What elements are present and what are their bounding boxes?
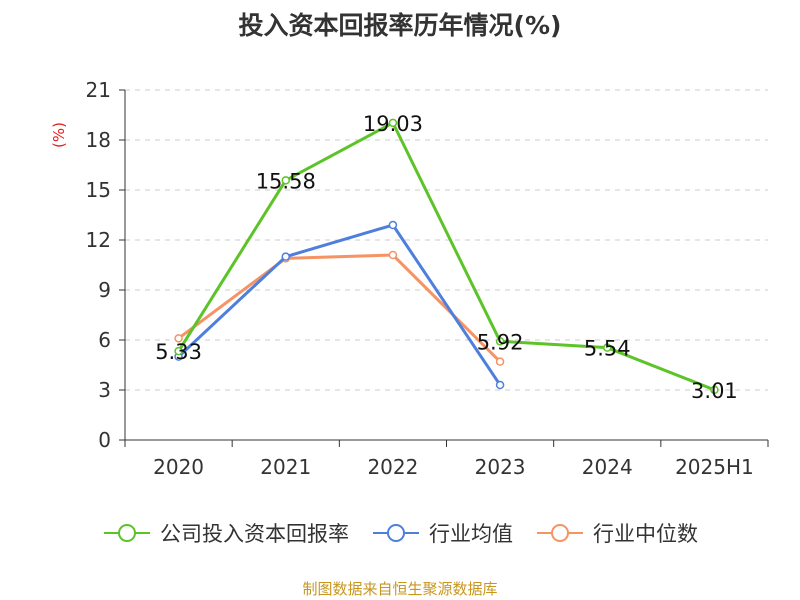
line-chart: 0 3 6 9 12 15 18 21 2020 2021 2022 2023 2024 2025H1 5.…	[86, 78, 769, 479]
legend-marker-icon	[537, 524, 583, 542]
data-label: 3.01	[691, 379, 738, 403]
data-label: 5.54	[584, 337, 631, 361]
x-tick-label: 2025H1	[675, 455, 754, 479]
legend-label-company: 公司投入资本回报率	[160, 522, 349, 546]
y-tick-label: 0	[98, 428, 111, 452]
data-label: 5.92	[477, 330, 524, 354]
data-point	[174, 346, 183, 356]
data-point	[603, 343, 612, 352]
data-point	[174, 334, 183, 343]
legend-label-industry-mean: 行业均值	[429, 522, 513, 546]
data-point	[495, 380, 505, 390]
series-line-0	[177, 121, 715, 392]
y-tick-label: 9	[98, 278, 111, 302]
data-point	[388, 118, 398, 128]
legend-item-company[interactable]: 公司投入资本回报率	[102, 518, 349, 548]
data-point	[495, 337, 505, 346]
x-tick-label: 2020	[153, 455, 204, 479]
x-tick-label: 2023	[475, 455, 526, 479]
series-line-1	[177, 223, 502, 386]
x-tick-label: 2021	[260, 455, 311, 479]
source-note: 制图数据来自恒生聚源数据库	[302, 580, 498, 598]
legend-item-industry-median[interactable]: 行业中位数	[535, 518, 698, 548]
x-tick-label: 2024	[582, 455, 633, 479]
legend-marker-icon	[104, 524, 150, 542]
data-point	[388, 250, 398, 260]
y-tick-label: 6	[98, 328, 111, 352]
data-label: 5.33	[155, 340, 202, 364]
data-label: 19.03	[363, 112, 423, 136]
y-tick-label: 18	[86, 128, 111, 152]
legend-item-industry-mean[interactable]: 行业均值	[371, 518, 513, 548]
y-tick-label: 15	[86, 178, 111, 202]
series-line-2	[177, 253, 502, 363]
data-point	[495, 357, 505, 366]
y-tick-label: 12	[86, 228, 111, 252]
legend-label-industry-median: 行业中位数	[593, 522, 698, 546]
data-point	[388, 220, 398, 230]
legend-marker-icon	[373, 524, 419, 542]
legend: 公司投入资本回报率 行业均值 行业中位数	[0, 518, 800, 548]
data-point	[710, 385, 719, 395]
data-point	[281, 176, 290, 185]
data-point	[281, 252, 290, 261]
y-tick-label: 3	[98, 378, 111, 402]
data-label: 15.58	[256, 169, 316, 193]
chart-title: 投入资本回报率历年情况(%)	[238, 11, 562, 40]
y-tick-label: 21	[86, 78, 111, 102]
x-tick-label: 2022	[367, 455, 418, 479]
